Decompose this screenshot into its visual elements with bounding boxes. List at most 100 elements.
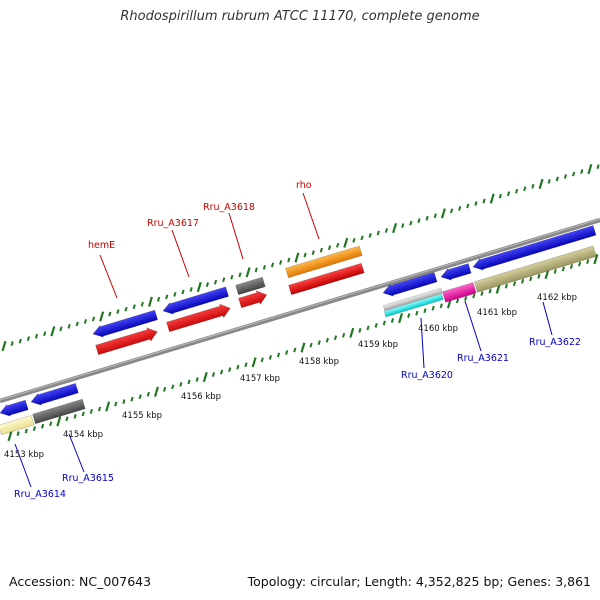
inner-tick <box>325 337 329 343</box>
outer-tick <box>189 287 193 292</box>
outer-tick <box>555 176 559 182</box>
feature-rru-a3614-shape <box>0 415 35 436</box>
accession-text: Accession: NC_007643 <box>9 574 152 589</box>
leader-rru-a3620 <box>420 317 425 369</box>
leader-hemE <box>99 254 118 299</box>
genome-summary-text: Topology: circular; Length: 4,352,825 bp… <box>247 574 591 589</box>
feature-rru-a3622-shape <box>474 245 597 293</box>
outer-tick <box>262 264 266 270</box>
feature-rru-a3615-shape <box>32 398 86 425</box>
outer-tick <box>425 215 429 221</box>
rna-rho <box>288 262 365 296</box>
inner-tick <box>390 318 395 323</box>
outer-tick <box>596 164 600 170</box>
outer-tick <box>238 272 242 278</box>
outer-tick <box>489 193 495 204</box>
inner-tick <box>439 303 443 309</box>
inner-tick <box>81 411 85 417</box>
outer-tick <box>580 169 584 174</box>
outer-tick <box>506 191 511 197</box>
leader-rru-a3618 <box>228 212 244 260</box>
inner-tick <box>415 310 419 316</box>
cds-rru-a3614-shape <box>0 399 29 417</box>
outer-tick <box>140 301 144 307</box>
outer-tick <box>116 309 120 315</box>
inner-tick <box>7 430 13 442</box>
outer-tick <box>401 223 405 229</box>
inner-tick <box>268 354 272 360</box>
inner-tick <box>521 278 525 284</box>
inner-tick <box>276 352 281 358</box>
gene-label-rru-a3622[interactable]: Rru_A3622 <box>529 337 581 348</box>
inner-tick <box>569 264 574 269</box>
outer-tick <box>50 326 56 337</box>
inner-tick <box>179 382 183 387</box>
inner-tick <box>163 386 167 392</box>
outer-tick <box>327 245 332 251</box>
gene-labels: hemE Rru_A3617 Rru_A3618 rho Rru_A3614 R… <box>14 180 581 500</box>
inner-tick <box>488 288 492 294</box>
inner-tick <box>130 396 134 402</box>
gene-label-rru-a3614[interactable]: Rru_A3614 <box>14 489 66 500</box>
outer-tick <box>222 277 226 283</box>
inner-tick <box>24 428 28 434</box>
feature-rru-a3620-upper <box>382 287 443 311</box>
outer-tick <box>34 333 39 339</box>
cds-rru-a3619 <box>382 271 438 297</box>
scale-label: 4160 kbp <box>418 324 458 334</box>
inner-tick <box>187 379 191 385</box>
feature-rru-a3621-shape <box>442 282 477 303</box>
inner-tick <box>73 413 77 419</box>
leader-lines <box>14 192 553 488</box>
outer-tick <box>311 250 315 256</box>
inner-tick <box>293 347 297 353</box>
gene-label-rru-a3617[interactable]: Rru_A3617 <box>147 218 199 229</box>
outer-tick <box>147 296 153 307</box>
inner-tick <box>65 416 69 422</box>
gene-label-rru-a3620[interactable]: Rru_A3620 <box>401 370 453 381</box>
outer-tick <box>433 213 437 219</box>
outer-tick <box>474 201 478 206</box>
feature-rru-a3614 <box>0 415 35 436</box>
outer-tick <box>449 208 454 214</box>
feature-track <box>0 225 597 436</box>
outer-tick <box>132 304 136 310</box>
inner-tick <box>171 384 175 390</box>
cds-rru-a3615-shape <box>30 382 79 406</box>
outer-tick <box>108 311 112 317</box>
inner-tick <box>455 298 460 304</box>
inner-tick <box>244 362 248 368</box>
inner-tick <box>228 367 232 373</box>
inner-tick <box>89 409 93 414</box>
inner-tick <box>504 283 508 289</box>
outer-tick <box>572 171 576 177</box>
inner-tick <box>423 308 427 314</box>
scale-label: 4155 kbp <box>122 411 162 421</box>
leader-rho <box>302 192 320 240</box>
inner-tick <box>105 401 111 412</box>
inner-tick <box>211 372 216 377</box>
outer-tick <box>368 233 372 238</box>
inner-tick <box>309 342 313 348</box>
gene-label-rru-a3618[interactable]: Rru_A3618 <box>203 202 255 213</box>
outer-tick-ring <box>1 164 600 352</box>
inner-tick <box>317 340 321 346</box>
gene-label-hemE[interactable]: hemE <box>88 240 115 251</box>
scale-label: 4156 kbp <box>181 392 221 402</box>
gene-label-rru-a3621[interactable]: Rru_A3621 <box>457 353 509 364</box>
outer-tick <box>319 247 323 253</box>
outer-tick <box>384 228 389 233</box>
outer-tick <box>173 292 177 297</box>
inner-tick <box>512 281 517 287</box>
inner-tick <box>146 391 150 397</box>
gene-label-rho[interactable]: rho <box>296 180 312 191</box>
feature-rru-a3620-upper-shape <box>382 287 443 311</box>
inner-tick <box>358 327 362 333</box>
outer-tick <box>343 237 349 248</box>
inner-tick <box>16 431 20 436</box>
outer-tick <box>294 252 300 263</box>
outer-tick <box>213 279 218 285</box>
outer-tick <box>245 267 251 278</box>
gene-label-rru-a3615[interactable]: Rru_A3615 <box>62 473 114 484</box>
